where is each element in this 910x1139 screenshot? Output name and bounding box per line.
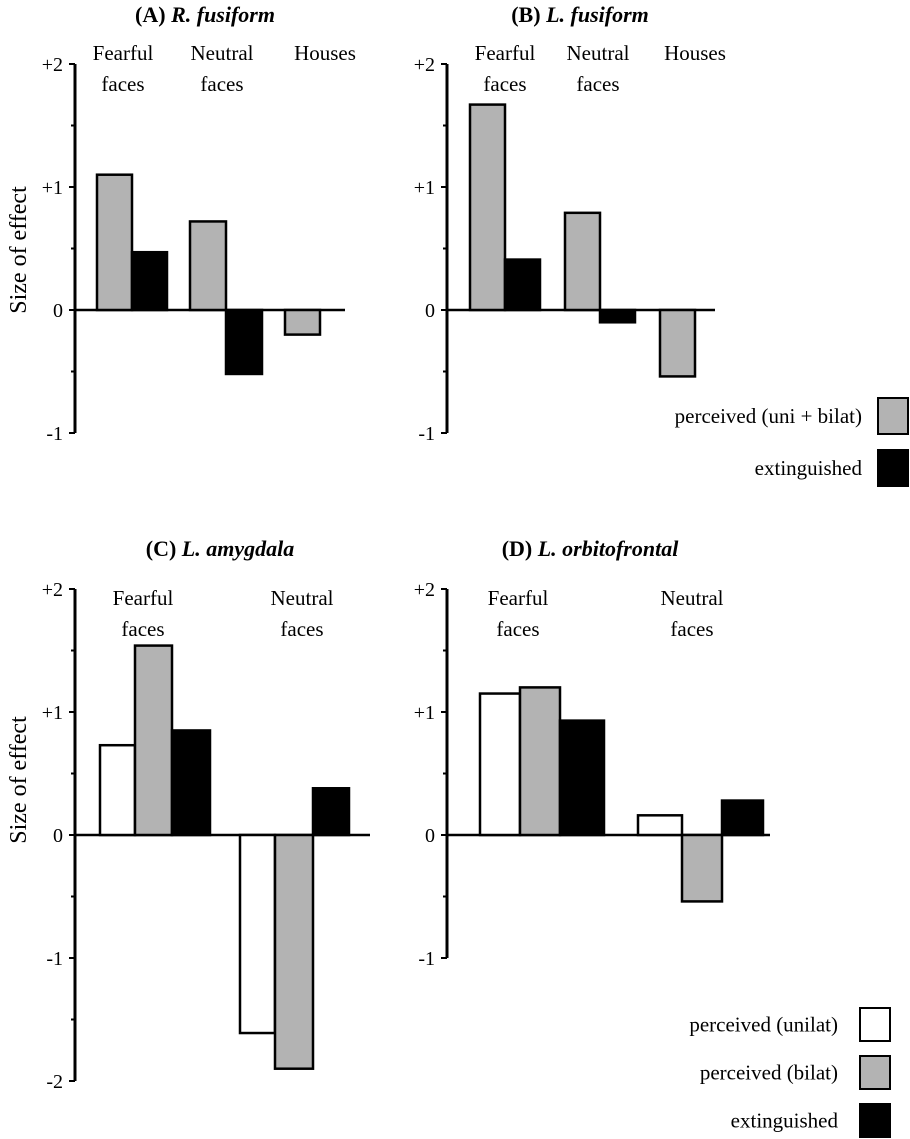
legend-label: perceived (bilat) xyxy=(700,1061,838,1085)
legend-label: perceived (unilat) xyxy=(689,1013,838,1037)
bar-extinguished xyxy=(311,787,351,837)
y-tick-label: 0 xyxy=(425,825,435,847)
bar-extinguished xyxy=(598,308,637,324)
panel-b: (B) L. fusiform +2 +1 0 -1 Fearful faces Neutra… xyxy=(414,2,909,487)
bar-extinguished xyxy=(224,308,264,376)
y-tick-label: +2 xyxy=(414,54,435,76)
category-label: faces xyxy=(101,72,144,96)
bar-perceived-uni-bilat- xyxy=(283,308,322,336)
y-tick-label: 0 xyxy=(53,825,63,847)
legend-label: perceived (uni + bilat) xyxy=(675,404,862,428)
panel-letter: (B) xyxy=(511,2,546,27)
y-tick-label: -1 xyxy=(418,423,435,445)
panel-c: (C) L. amygdala Size of effect +2 +1 0 -1 -2 Fe… xyxy=(6,536,370,1093)
y-tick-label: -1 xyxy=(46,948,63,970)
panel-region: L. orbitofrontal xyxy=(537,536,679,561)
bar-extinguished xyxy=(170,729,212,837)
legend-label: extinguished xyxy=(755,456,863,480)
y-tick-label: +1 xyxy=(42,702,63,724)
category-label: Neutral xyxy=(271,586,334,610)
category-label: Houses xyxy=(294,41,356,65)
panel-region: L. amygdala xyxy=(181,536,294,561)
y-tick-label: +2 xyxy=(42,579,63,601)
category-label: Neutral xyxy=(661,586,724,610)
category-label: faces xyxy=(280,617,323,641)
bar-perceived-bilat- xyxy=(518,686,562,837)
category-label: faces xyxy=(670,617,713,641)
panel-region: L. fusiform xyxy=(545,2,649,27)
bar-perceived-bilat- xyxy=(133,644,174,837)
category-label: Fearful xyxy=(93,41,154,65)
bar-perceived-unilat- xyxy=(98,743,137,837)
bar-perceived-bilat- xyxy=(680,833,724,903)
category-label: Fearful xyxy=(475,41,536,65)
legend-swatch xyxy=(859,1103,891,1138)
bar-perceived-uni-bilat- xyxy=(658,308,697,378)
bar-extinguished xyxy=(503,258,542,312)
panel-d: (D) L. orbitofrontal +2 +1 0 -1 Fearful faces N… xyxy=(414,536,891,1138)
bar-perceived-uni-bilat- xyxy=(468,103,507,312)
category-label: faces xyxy=(483,72,526,96)
y-tick-label: 0 xyxy=(425,300,435,322)
y-tick-label: -1 xyxy=(418,948,435,970)
bar-perceived-bilat- xyxy=(273,833,315,1070)
legend: perceived (unilat) perceived (bilat) extin… xyxy=(689,1007,891,1138)
category-label: Houses xyxy=(664,41,726,65)
category-label: Neutral xyxy=(567,41,630,65)
category-label: Fearful xyxy=(113,586,174,610)
legend-swatch xyxy=(877,449,909,487)
legend-label: extinguished xyxy=(731,1109,839,1133)
panel-letter: (D) xyxy=(502,536,538,561)
y-axis-label: Size of effect xyxy=(6,186,32,314)
panel-a: (A) R. fusiform Size of effect +2 +1 0 -1 Fear… xyxy=(6,2,356,445)
panel-title: (B) L. fusiform xyxy=(511,2,649,27)
bar-perceived-uni-bilat- xyxy=(95,173,134,312)
y-tick-label: -1 xyxy=(46,423,63,445)
y-tick-label: +2 xyxy=(414,579,435,601)
y-tick-label: +1 xyxy=(414,177,435,199)
bar-perceived-uni-bilat- xyxy=(188,220,228,312)
panel-title: (C) L. amygdala xyxy=(146,536,294,561)
category-label: faces xyxy=(496,617,539,641)
panel-title: (D) L. orbitofrontal xyxy=(502,536,680,561)
bar-perceived-unilat- xyxy=(238,833,277,1035)
panel-title: (A) R. fusiform xyxy=(135,2,275,27)
bar-extinguished xyxy=(720,799,765,837)
bar-perceived-unilat- xyxy=(478,692,522,837)
legend: perceived (uni + bilat) extinguished xyxy=(675,397,909,487)
y-axis-label: Size of effect xyxy=(6,716,32,844)
bar-perceived-uni-bilat- xyxy=(563,211,602,312)
panel-region: R. fusiform xyxy=(170,2,275,27)
y-tick-label: +2 xyxy=(42,54,63,76)
legend-swatch xyxy=(859,1055,891,1090)
y-tick-label: -2 xyxy=(46,1071,63,1093)
bar-extinguished xyxy=(558,719,606,837)
bar-perceived-unilat- xyxy=(636,814,684,837)
legend-swatch xyxy=(859,1007,891,1042)
category-label: faces xyxy=(121,617,164,641)
category-label: faces xyxy=(576,72,619,96)
bar-extinguished xyxy=(130,250,169,312)
panel-letter: (A) xyxy=(135,2,171,27)
legend-swatch xyxy=(877,397,909,435)
category-label: faces xyxy=(200,72,243,96)
y-tick-label: +1 xyxy=(42,177,63,199)
y-tick-label: +1 xyxy=(414,702,435,724)
panel-letter: (C) xyxy=(146,536,182,561)
y-tick-label: 0 xyxy=(53,300,63,322)
category-label: Fearful xyxy=(488,586,549,610)
category-label: Neutral xyxy=(191,41,254,65)
